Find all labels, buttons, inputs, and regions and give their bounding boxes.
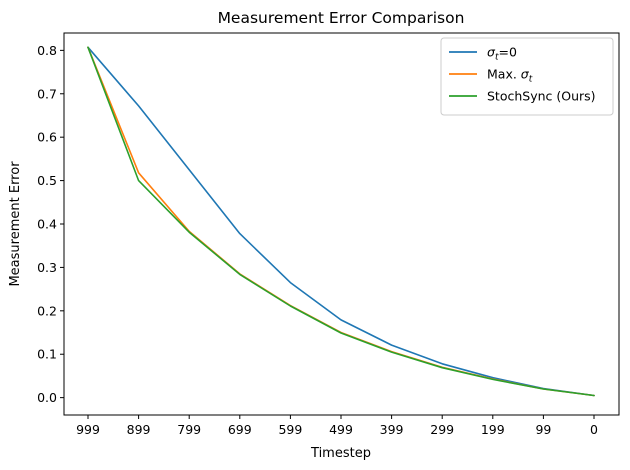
x-tick-label: 0: [590, 422, 598, 437]
legend-box: [440, 37, 614, 116]
y-axis: 0.0 0.1 0.2 0.3 0.4 0.5 0.6 0.7 0.8: [37, 43, 64, 405]
x-tick-label: 899: [127, 422, 151, 437]
legend-subscript: t: [529, 75, 533, 85]
legend-text-part: =0: [498, 45, 516, 60]
x-tick-label: 599: [278, 422, 302, 437]
y-tick-label: 0.0: [37, 390, 57, 405]
legend-subscript: t: [495, 53, 499, 63]
legend-entry-label: σt=0: [487, 45, 517, 63]
x-tick-label: 999: [76, 422, 100, 437]
legend-entry-label: StochSync (Ours): [487, 89, 596, 104]
y-tick-label: 0.6: [37, 130, 57, 145]
x-axis: 999 899 799 699 599 499 399 299 199 99 0: [76, 415, 598, 437]
y-tick-label: 0.7: [37, 86, 57, 101]
y-tick-label: 0.4: [37, 217, 57, 232]
series-lines: [87, 46, 595, 397]
x-tick-label: 399: [380, 422, 404, 437]
y-tick-label: 0.8: [37, 43, 57, 58]
series-line-0: [87, 46, 595, 397]
y-tick-label: 0.1: [37, 347, 57, 362]
x-tick-label: 299: [430, 422, 454, 437]
y-tick-label: 0.5: [37, 173, 57, 188]
x-tick-label: 199: [481, 422, 505, 437]
x-tick-label: 99: [535, 422, 551, 437]
legend-text-part: Max.: [487, 67, 521, 82]
y-tick-label: 0.2: [37, 303, 57, 318]
legend-text-part: StochSync (Ours): [487, 89, 596, 104]
chart-title: Measurement Error Comparison: [218, 9, 465, 27]
series-line-2: [87, 46, 595, 397]
legend-symbol: σ: [487, 45, 496, 60]
x-axis-label: Timestep: [310, 446, 371, 461]
legend-entry-label: Max. σt: [487, 67, 533, 85]
y-axis-label: Measurement Error: [8, 161, 23, 287]
x-tick-label: 499: [329, 422, 353, 437]
y-tick-label: 0.3: [37, 260, 57, 275]
x-tick-label: 699: [228, 422, 252, 437]
legend-symbol: σ: [521, 67, 530, 82]
x-tick-label: 799: [177, 422, 201, 437]
